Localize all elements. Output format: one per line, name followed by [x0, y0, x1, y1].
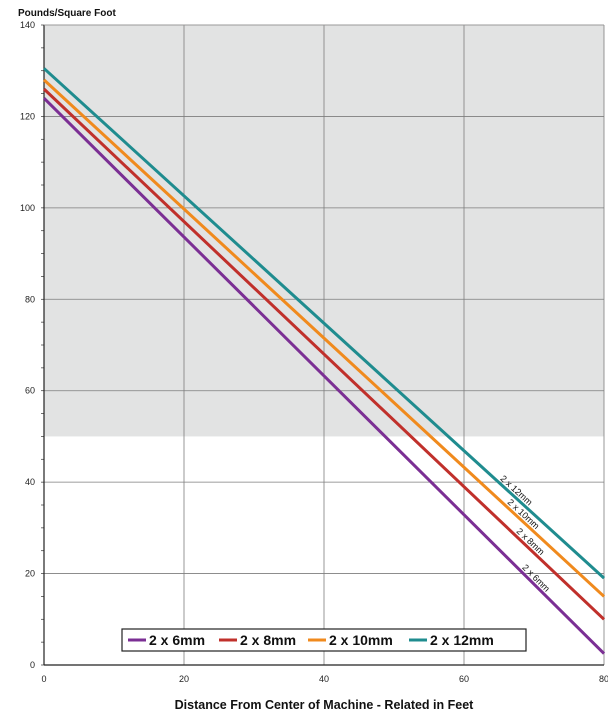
- y-tick-label: 40: [25, 477, 35, 487]
- x-tick-label: 20: [179, 674, 189, 684]
- y-tick-label: 100: [20, 203, 35, 213]
- y-tick-label: 140: [20, 20, 35, 30]
- y-tick-label: 120: [20, 111, 35, 121]
- x-tick-label: 60: [459, 674, 469, 684]
- series-line: [42, 78, 606, 598]
- x-tick-label: 80: [599, 674, 608, 684]
- y-tick-label: 0: [30, 660, 35, 670]
- tick-labels: 0 20 40 60 80 100 120 140 0 20 40 60 80: [20, 20, 608, 684]
- x-tick-label: 0: [41, 674, 46, 684]
- legend: 2 x 6mm 2 x 8mm 2 x 10mm 2 x 12mm: [121, 628, 527, 652]
- y-axis-title: Pounds/Square Foot: [18, 8, 116, 19]
- legend-label: 2 x 6mm: [149, 632, 205, 648]
- axes: [43, 24, 604, 666]
- series-lines: [42, 67, 606, 655]
- y-tick-label: 80: [25, 294, 35, 304]
- legend-label: 2 x 12mm: [430, 632, 494, 648]
- series-line: [42, 67, 606, 580]
- y-tick-label: 20: [25, 569, 35, 579]
- series-line: [42, 97, 606, 655]
- series-line: [42, 87, 606, 621]
- x-tick-label: 40: [319, 674, 329, 684]
- y-tick-label: 60: [25, 386, 35, 396]
- legend-label: 2 x 10mm: [329, 632, 393, 648]
- x-axis-title: Distance From Center of Machine - Relate…: [175, 698, 475, 712]
- legend-label: 2 x 8mm: [240, 632, 296, 648]
